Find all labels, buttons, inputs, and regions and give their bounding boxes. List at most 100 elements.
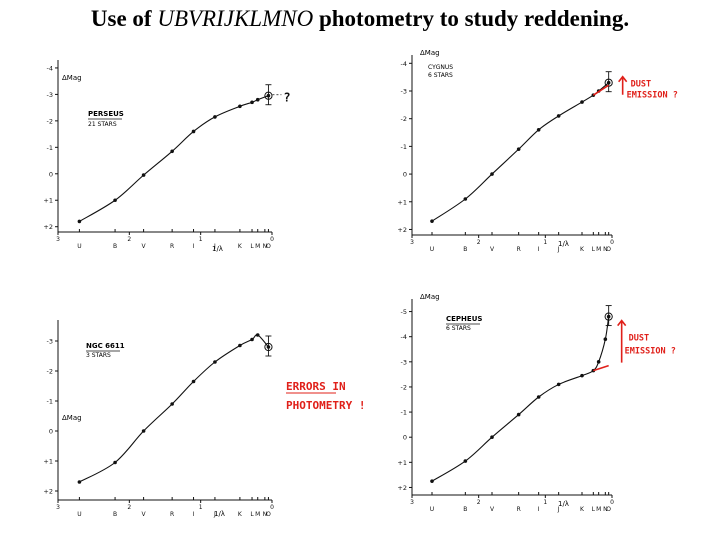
band-label: B [463, 246, 467, 253]
chart-title: NGC 6611 [86, 342, 125, 350]
band-label: N [603, 246, 608, 253]
annotation-line-2: EMISSION ? [627, 91, 678, 101]
band-label: K [580, 246, 585, 253]
band-label: J [213, 243, 216, 250]
data-point [170, 402, 174, 406]
data-point [113, 460, 117, 465]
chart-subtitle: 21 STARS [88, 121, 117, 128]
chart-title: PERSEUS [88, 110, 124, 118]
data-point [603, 337, 608, 342]
y-tick-label: 0 [403, 434, 407, 442]
y-tick-label: -2 [47, 117, 53, 125]
data-point [490, 435, 494, 440]
continuum-line [592, 84, 610, 96]
data-point [516, 147, 521, 151]
y-tick-label: +2 [397, 484, 407, 492]
annotation-arrow [617, 319, 627, 363]
annotation: ? [283, 91, 290, 105]
chart-svg-perseus: ΔMag PERSEUS 21 STARS 1/λ -4 -3 -2 -1 0 +1 +23… [43, 60, 291, 253]
band-label: O [606, 506, 611, 513]
chart-subtitle: 6 STARS [446, 325, 471, 332]
series-line [79, 95, 269, 222]
band-label: M [596, 246, 601, 253]
band-label: I [538, 246, 540, 253]
band-label: R [170, 243, 174, 250]
band-label: L [250, 243, 254, 250]
x-tick-label: 2 [477, 499, 481, 506]
band-label: O [266, 243, 271, 250]
band-label: N [263, 243, 268, 250]
band-label: V [142, 511, 147, 518]
y-tick-label: 0 [403, 171, 407, 179]
band-label: R [517, 506, 521, 513]
chart-svg-cygnus: ΔMag CYGNUS 6 STARS 1/λ -4 -3 -2 -1 0 +1 +23 2 1… [397, 49, 678, 253]
band-label: I [538, 506, 540, 513]
y-tick-label: -4 [47, 64, 53, 72]
y-tick-label: -1 [401, 143, 407, 151]
y-tick-label: -1 [47, 398, 53, 406]
title-prefix: Use of [90, 6, 158, 31]
chart-svg-ngc6611: ΔMag NGC 6611 3 STARS 1/λ -3 -2 -1 0 +1 +2 3 2 1… [43, 320, 365, 518]
slide-title: Use of UBVRIJKLMNO photometry to study r… [0, 6, 720, 32]
y-tick-label: +1 [397, 198, 407, 206]
continuum-line [593, 364, 609, 372]
data-point [191, 129, 196, 134]
band-label: K [580, 506, 585, 513]
y-tick-label: +1 [43, 197, 53, 205]
annotation-line-2: EMISSION ? [625, 347, 676, 357]
band-label: R [170, 511, 174, 518]
band-label: L [592, 506, 596, 513]
band-label: M [255, 243, 260, 250]
band-label: U [430, 246, 434, 253]
y-tick-label: +2 [397, 226, 407, 234]
band-label: N [603, 506, 608, 513]
band-label: U [77, 243, 81, 250]
chart-panel-cygnus: ΔMag CYGNUS 6 STARS 1/λ -4 -3 -2 -1 0 +1 +2 3 2 1… [392, 45, 692, 265]
data-point [556, 382, 561, 387]
annotation-line-2: PHOTOMETRY ! [286, 399, 365, 412]
data-point [536, 127, 541, 132]
title-suffix: photometry to study reddening. [313, 6, 630, 31]
annotation-line-1: ERRORS IN [286, 380, 346, 393]
y-tick-label: 0 [49, 428, 53, 436]
band-label: U [430, 506, 434, 513]
y-tick-label: +1 [397, 459, 407, 467]
y-tick-label: -3 [401, 88, 407, 96]
band-label: U [77, 511, 81, 518]
band-label: L [592, 246, 596, 253]
y-tick-label: -1 [47, 144, 53, 152]
band-label: L [250, 511, 254, 518]
band-label: O [266, 511, 271, 518]
band-label: J [557, 506, 560, 513]
data-point [141, 173, 146, 177]
data-point [463, 197, 468, 201]
x-tick-label: 1 [543, 239, 547, 246]
y-tick-label: -5 [401, 308, 407, 316]
data-point [113, 198, 117, 203]
data-point [213, 360, 217, 364]
chart-svg-cepheus: ΔMag CEPHEUS 6 STARS 1/λ -5 -4 -3 -2 -1 0 +1 +2… [397, 293, 676, 513]
data-point [596, 360, 601, 364]
chart-panel-ngc6611: ΔMag NGC 6611 3 STARS 1/λ -3 -2 -1 0 +1 +2 3 2 1… [36, 308, 376, 531]
y-tick-label: -2 [401, 383, 407, 391]
ylabel: ΔMag [62, 74, 82, 82]
band-label: O [606, 246, 611, 253]
data-point [191, 379, 196, 384]
x-tick-label: 1 [199, 504, 203, 511]
xlabel: 1/λ [212, 245, 223, 253]
data-point [430, 219, 434, 223]
band-label: B [113, 511, 117, 518]
y-tick-label: -3 [47, 91, 53, 99]
y-tick-label: +2 [43, 488, 53, 496]
xlabel: 1/λ [558, 500, 569, 508]
chart-title: CYGNUS [428, 64, 453, 71]
band-label: V [490, 506, 495, 513]
x-tick-label: 0 [610, 499, 614, 506]
data-point [77, 219, 82, 224]
data-point [516, 412, 521, 417]
data-point [490, 172, 494, 176]
y-tick-label: -4 [401, 60, 407, 68]
data-point [463, 459, 468, 463]
annotation-line-1: DUST [631, 80, 651, 90]
data-point [536, 395, 541, 399]
